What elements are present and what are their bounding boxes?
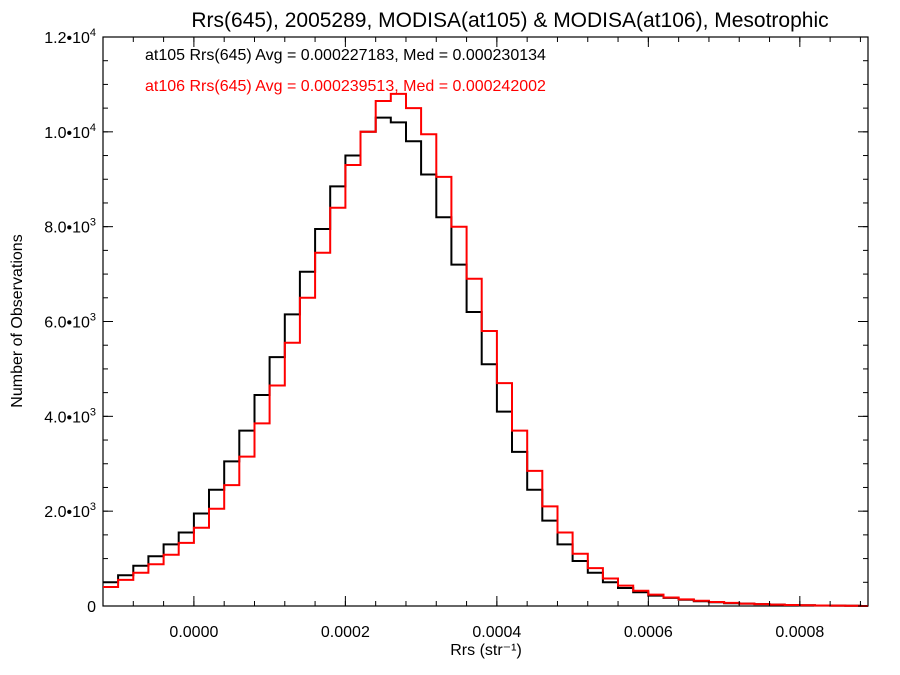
y-tick-label: 6.0•103 bbox=[44, 312, 96, 332]
y-tick-label: 0 bbox=[87, 599, 96, 616]
x-tick-label: 0.0000 bbox=[169, 624, 218, 641]
x-axis-ticks: 0.0000 0.0002 0.0004 0.0006 0.0008 bbox=[132, 37, 861, 641]
legend-entry-at105: at105 Rrs(645) Avg = 0.000227183, Med = … bbox=[145, 47, 546, 64]
y-tick-label: 1.2•104 bbox=[44, 27, 96, 47]
x-axis-label: Rrs (str⁻¹) bbox=[450, 642, 522, 659]
y-axis-ticks: 0 2.0•103 4.0•103 6.0•103 8.0•103 1.0•104 1.2•… bbox=[44, 27, 868, 616]
y-tick-label: 4.0•103 bbox=[44, 406, 96, 426]
x-tick-label: 0.0006 bbox=[624, 624, 673, 641]
y-tick-label: 2.0•103 bbox=[44, 501, 96, 521]
series-layer bbox=[103, 92, 868, 607]
y-tick-label: 1.0•104 bbox=[44, 122, 96, 142]
chart-title: Rrs(645), 2005289, MODISA(at105) & MODIS… bbox=[191, 9, 828, 32]
series-1-line bbox=[103, 92, 868, 607]
x-tick-label: 0.0008 bbox=[775, 624, 824, 641]
plot-area: 0.0000 0.0002 0.0004 0.0006 0.0008 0 2.0•103 4… bbox=[44, 27, 869, 641]
plot-frame bbox=[102, 36, 869, 607]
x-tick-label: 0.0002 bbox=[321, 624, 370, 641]
y-axis-label: Number of Observations bbox=[9, 234, 26, 407]
x-tick-label: 0.0004 bbox=[472, 624, 521, 641]
legend-entry-at106: at106 Rrs(645) Avg = 0.000239513, Med = … bbox=[145, 78, 546, 95]
y-tick-label: 8.0•103 bbox=[44, 217, 96, 237]
series-0-line bbox=[103, 116, 868, 607]
